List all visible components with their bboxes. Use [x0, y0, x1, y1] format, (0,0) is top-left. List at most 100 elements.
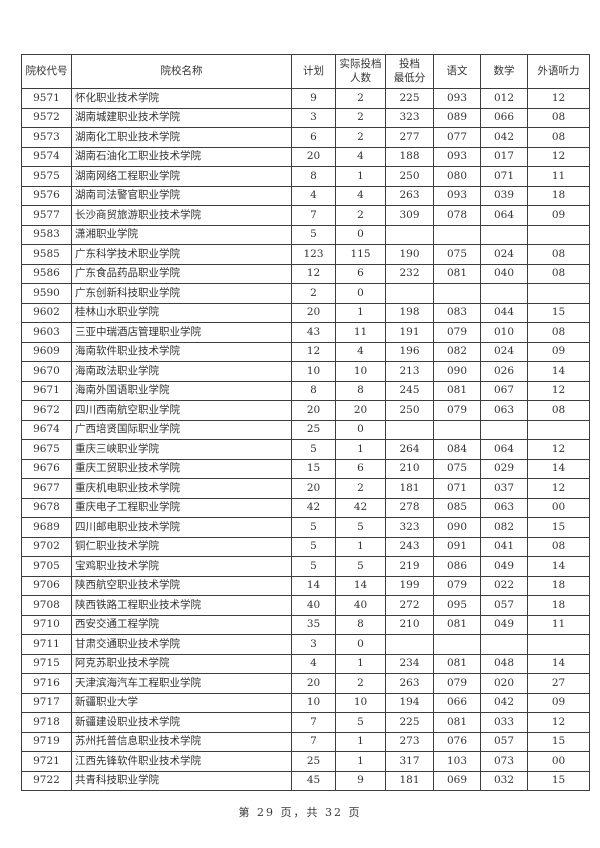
- chinese-score-cell: 069: [433, 770, 481, 791]
- chinese-score-cell: 091: [433, 536, 481, 557]
- chinese-score-cell: 081: [433, 380, 481, 401]
- table-row: 9603 三亚中瑞酒店管理职业学院 43 11 191 079 010 08: [21, 322, 590, 343]
- table-row: 9575 湖南网络工程职业学院 8 1 250 080 071 11: [21, 166, 590, 187]
- min-score-cell: 190: [385, 244, 434, 265]
- actual-count-cell: 1: [335, 653, 386, 674]
- chinese-score-cell: 071: [433, 478, 481, 499]
- college-code-cell: 9602: [21, 302, 72, 323]
- listening-score-cell: 12: [527, 478, 590, 499]
- chinese-score-cell: 090: [433, 361, 481, 382]
- college-name-cell: 四川西南航空职业学院: [71, 400, 292, 421]
- college-code-cell: 9715: [21, 653, 72, 674]
- actual-count-cell: 1: [335, 731, 386, 752]
- college-name-cell: 苏州托普信息职业技术学院: [71, 731, 292, 752]
- listening-score-cell: 12: [527, 146, 590, 167]
- listening-score-cell: 14: [527, 458, 590, 479]
- college-name-cell: 天津滨海汽车工程职业学院: [71, 673, 292, 694]
- listening-score-cell: 11: [527, 166, 590, 187]
- listening-score-cell: [527, 634, 590, 655]
- actual-count-cell: 0: [335, 419, 386, 440]
- min-score-cell: 196: [385, 341, 434, 362]
- min-score-cell: 194: [385, 692, 434, 713]
- college-name-cell: 桂林山水职业学院: [71, 302, 292, 323]
- college-name-cell: 广东食品药品职业学院: [71, 263, 292, 284]
- college-code-cell: 9670: [21, 361, 72, 382]
- listening-score-cell: [527, 419, 590, 440]
- min-score-cell: 199: [385, 575, 434, 596]
- actual-count-cell: 10: [335, 692, 386, 713]
- plan-cell: 14: [291, 575, 336, 596]
- college-code-cell: 9573: [21, 127, 72, 148]
- column-header-chinese-score: 语文: [433, 54, 481, 89]
- actual-count-cell: 6: [335, 458, 386, 479]
- table-row: 9576 湖南司法警官职业学院 4 4 263 093 039 18: [21, 185, 590, 206]
- college-name-cell: 湖南化工职业技术学院: [71, 127, 292, 148]
- plan-cell: 5: [291, 556, 336, 577]
- plan-cell: 20: [291, 302, 336, 323]
- listening-score-cell: 00: [527, 497, 590, 518]
- college-code-cell: 9575: [21, 166, 72, 187]
- math-score-cell: 039: [480, 185, 528, 206]
- college-name-cell: 陕西航空职业技术学院: [71, 575, 292, 596]
- actual-count-cell: 115: [335, 244, 386, 265]
- college-name-cell: 共青科技职业学院: [71, 770, 292, 791]
- table-row: 9571 怀化职业技术学院 9 2 225 093 012 12: [21, 88, 590, 109]
- plan-cell: 8: [291, 380, 336, 401]
- math-score-cell: [480, 224, 528, 245]
- college-name-cell: 广东创新科技职业学院: [71, 283, 292, 304]
- table-row: 9719 苏州托普信息职业技术学院 7 1 273 076 057 15: [21, 731, 590, 752]
- math-score-cell: 067: [480, 380, 528, 401]
- listening-score-cell: 18: [527, 575, 590, 596]
- table-row: 9702 铜仁职业技术学院 5 1 243 091 041 08: [21, 536, 590, 557]
- min-score-cell: 188: [385, 146, 434, 167]
- min-score-cell: [385, 283, 434, 304]
- listening-score-cell: 15: [527, 731, 590, 752]
- listening-score-cell: 18: [527, 595, 590, 616]
- math-score-cell: 049: [480, 614, 528, 635]
- table-row: 9586 广东食品药品职业学院 12 6 232 081 040 08: [21, 263, 590, 284]
- table-row: 9676 重庆工贸职业技术学院 15 6 210 075 029 14: [21, 458, 590, 479]
- min-score-cell: 323: [385, 107, 434, 128]
- table-row: 9590 广东创新科技职业学院 2 0: [21, 283, 590, 304]
- min-score-cell: 181: [385, 770, 434, 791]
- actual-count-cell: 4: [335, 185, 386, 206]
- table-row: 9716 天津滨海汽车工程职业学院 20 2 263 079 020 27: [21, 673, 590, 694]
- column-header-college-code: 院校代号: [21, 54, 72, 89]
- college-name-cell: 湖南石油化工职业技术学院: [71, 146, 292, 167]
- chinese-score-cell: 093: [433, 88, 481, 109]
- chinese-score-cell: [433, 283, 481, 304]
- college-code-cell: 9711: [21, 634, 72, 655]
- plan-cell: 4: [291, 653, 336, 674]
- math-score-cell: 037: [480, 478, 528, 499]
- math-score-cell: 064: [480, 439, 528, 460]
- plan-cell: 3: [291, 107, 336, 128]
- college-code-cell: 9675: [21, 439, 72, 460]
- college-code-cell: 9708: [21, 595, 72, 616]
- plan-cell: 20: [291, 673, 336, 694]
- college-code-cell: 9710: [21, 614, 72, 635]
- college-name-cell: 湖南城建职业技术学院: [71, 107, 292, 128]
- plan-cell: 20: [291, 146, 336, 167]
- math-score-cell: 040: [480, 263, 528, 284]
- listening-score-cell: 11: [527, 614, 590, 635]
- listening-score-cell: 27: [527, 673, 590, 694]
- chinese-score-cell: [433, 224, 481, 245]
- plan-cell: 8: [291, 166, 336, 187]
- college-code-cell: 9609: [21, 341, 72, 362]
- college-name-cell: 新疆建设职业技术学院: [71, 712, 292, 733]
- min-score-cell: 264: [385, 439, 434, 460]
- college-code-cell: 9577: [21, 205, 72, 226]
- actual-count-cell: 9: [335, 770, 386, 791]
- listening-score-cell: 08: [527, 400, 590, 421]
- listening-score-cell: 14: [527, 361, 590, 382]
- math-score-cell: [480, 283, 528, 304]
- plan-cell: 4: [291, 185, 336, 206]
- min-score-cell: 243: [385, 536, 434, 557]
- actual-count-cell: 4: [335, 341, 386, 362]
- listening-score-cell: 08: [527, 127, 590, 148]
- actual-count-cell: 5: [335, 712, 386, 733]
- college-name-cell: 长沙商贸旅游职业技术学院: [71, 205, 292, 226]
- actual-count-cell: 2: [335, 478, 386, 499]
- chinese-score-cell: 081: [433, 712, 481, 733]
- math-score-cell: 063: [480, 497, 528, 518]
